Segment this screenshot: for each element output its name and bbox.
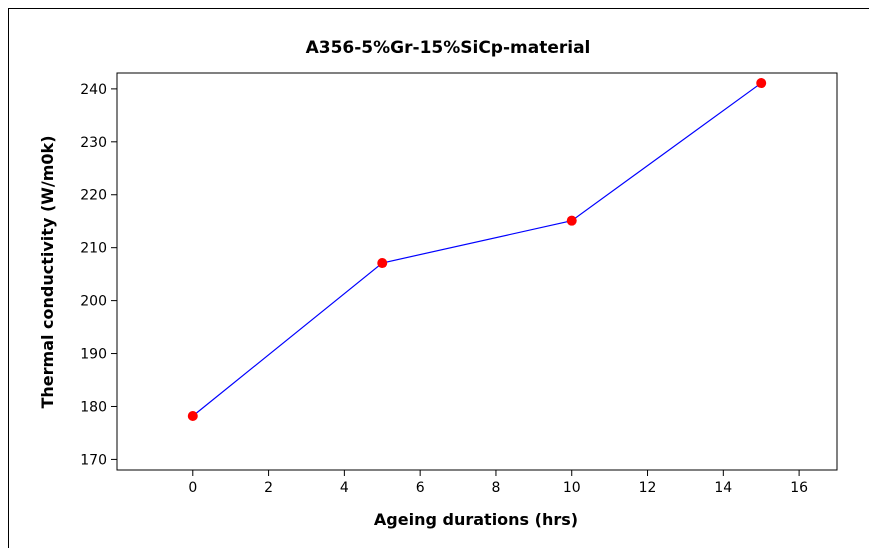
outer-frame <box>8 8 869 548</box>
x-axis-label: Ageing durations (hrs) <box>374 510 578 529</box>
y-tick-label: 170 <box>80 452 107 468</box>
series-group <box>187 78 767 422</box>
chart-title: A356-5%Gr-15%SiCp-material <box>306 38 591 58</box>
data-point <box>377 258 388 269</box>
y-tick-label: 180 <box>80 399 107 415</box>
data-point <box>756 78 767 89</box>
x-axis: 0 2 4 6 8 10 12 14 16 <box>188 470 808 496</box>
y-tick-label: 210 <box>80 241 107 257</box>
x-tick-label: 16 <box>790 480 808 496</box>
x-tick-label: 2 <box>264 480 273 496</box>
y-tick-label: 200 <box>80 294 107 310</box>
x-tick-label: 4 <box>340 480 349 496</box>
x-tick-label: 10 <box>563 480 581 496</box>
y-axis: 170 180 190 200 210 220 230 240 <box>80 82 117 468</box>
series-line <box>192 82 762 417</box>
plot-area-frame <box>116 72 838 471</box>
y-tick-label: 220 <box>80 188 107 204</box>
y-tick-label: 240 <box>80 82 107 98</box>
y-axis-label: Thermal conductivity (W/m0k) <box>38 135 57 408</box>
x-tick-label: 6 <box>416 480 425 496</box>
y-tick-label: 230 <box>80 135 107 151</box>
x-tick-label: 0 <box>188 480 197 496</box>
y-tick-label: 190 <box>80 347 107 363</box>
x-tick-label: 14 <box>714 480 732 496</box>
data-point <box>187 411 198 422</box>
data-point <box>566 215 577 226</box>
x-tick-label: 12 <box>639 480 657 496</box>
x-tick-label: 8 <box>491 480 500 496</box>
